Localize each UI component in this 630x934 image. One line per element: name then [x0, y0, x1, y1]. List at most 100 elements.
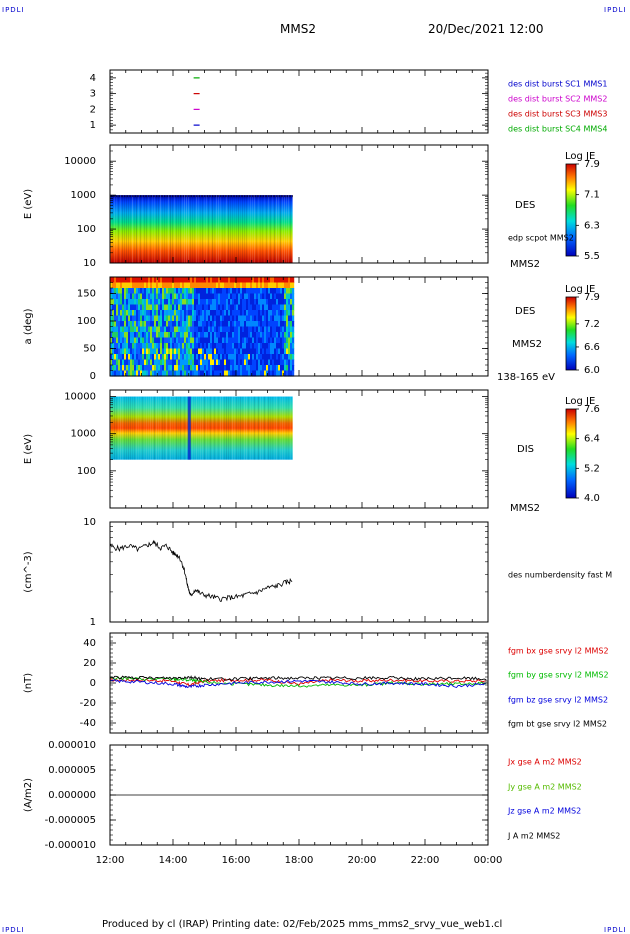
spectrogram-texture	[262, 195, 263, 263]
spectrogram-texture	[172, 195, 173, 263]
y-tick-label: 10	[83, 258, 96, 269]
spectrogram-texture	[278, 195, 279, 263]
spectrogram-texture	[234, 396, 235, 460]
panel-label-spacecraft: MMS2	[512, 339, 542, 350]
spectrogram-texture	[168, 195, 169, 263]
y-tick-label: 50	[83, 344, 96, 355]
spectrogram-texture	[254, 195, 255, 263]
y-tick-label: 4	[90, 73, 96, 84]
fgm-line	[109, 675, 487, 682]
spectrogram-texture	[146, 195, 147, 263]
spectrogram-texture	[216, 396, 217, 460]
y-tick-label: -0.000005	[45, 815, 96, 826]
spectrogram-texture	[182, 195, 183, 263]
spectrogram-texture	[212, 195, 213, 263]
spectrogram-texture	[274, 195, 275, 263]
colorbar-title: Log JE	[565, 396, 595, 407]
colorbar	[565, 296, 577, 371]
spectrogram-texture	[130, 396, 131, 460]
spectrogram-texture	[258, 195, 259, 263]
spectrogram-texture	[278, 396, 279, 460]
time-tick-label: 16:00	[222, 855, 251, 866]
y-tick-label: -0.000010	[45, 840, 96, 851]
spectrogram-texture	[170, 396, 171, 460]
spectrogram-texture	[222, 396, 223, 460]
spectrogram-texture	[248, 396, 249, 460]
spectrogram-texture	[126, 195, 127, 263]
spectrogram-texture	[172, 396, 173, 460]
spectrogram-texture	[226, 195, 227, 263]
y-tick-label: 10000	[64, 156, 96, 167]
spectrogram-texture	[186, 396, 187, 460]
spectrogram-texture	[116, 396, 117, 460]
legend-entry: fgm bz gse srvy l2 MMS2	[508, 696, 608, 705]
spectrogram-texture	[258, 396, 259, 460]
footer-credit: Produced by cl (IRAP) Printing date: 02/…	[102, 919, 503, 930]
spectrogram-texture	[256, 195, 257, 263]
spectrogram-texture	[184, 195, 185, 263]
spectrogram-texture	[158, 396, 159, 460]
spectrogram-texture	[178, 396, 179, 460]
spectrogram-texture	[182, 396, 183, 460]
spectrogram-texture	[286, 195, 287, 263]
spectrogram-texture	[218, 195, 219, 263]
spectrogram-texture	[174, 396, 175, 460]
spectrogram-texture	[272, 396, 273, 460]
panel-label-des: DES	[515, 306, 535, 317]
spectrogram-texture	[144, 396, 145, 460]
spectrogram-texture	[198, 195, 199, 263]
ipdli-top-right: IPDLI	[604, 6, 627, 14]
spectrogram-texture	[138, 396, 139, 460]
spectrogram-texture	[232, 195, 233, 263]
spectrogram-texture	[292, 195, 293, 263]
spectrogram-texture	[290, 396, 291, 460]
spectrogram-texture	[192, 396, 193, 460]
y-axis-label: a (deg)	[23, 308, 34, 344]
time-tick-label: 20:00	[348, 855, 377, 866]
spectrogram-texture	[158, 195, 159, 263]
colorbar-tick-label: 5.2	[584, 463, 600, 474]
spectrogram-texture	[246, 396, 247, 460]
legend-entry: fgm bx gse srvy l2 MMS2	[508, 647, 609, 656]
legend-entry: J A m2 MMS2	[507, 832, 560, 841]
spectrogram-texture	[208, 396, 209, 460]
spectrogram-texture	[214, 195, 215, 263]
panel-label-spacecraft: MMS2	[510, 503, 540, 514]
spectrogram-texture	[222, 195, 223, 263]
ipdli-bottom-left: IPDLI	[2, 926, 25, 934]
legend-entry: des dist burst SC2 MMS2	[508, 95, 607, 104]
legend-entry: des dist burst SC4 MMS4	[508, 125, 607, 134]
spectrogram-texture	[196, 396, 197, 460]
spectrogram-texture	[234, 195, 235, 263]
time-tick-label: 22:00	[411, 855, 440, 866]
y-tick-label: 3	[90, 89, 96, 100]
spectrogram-texture	[226, 396, 227, 460]
density-line	[109, 539, 293, 602]
spectrogram-texture	[162, 195, 163, 263]
spectrogram-texture	[144, 195, 145, 263]
spectrogram-texture	[236, 195, 237, 263]
spectrogram-texture	[162, 396, 163, 460]
spectrogram-dis-energy	[110, 396, 293, 460]
spectrogram-texture	[112, 396, 113, 460]
y-tick-label: 0	[90, 371, 96, 382]
spectrogram-texture	[228, 396, 229, 460]
colorbar-tick-label: 6.6	[584, 342, 600, 353]
spectrogram-texture	[280, 396, 281, 460]
spectrogram-texture	[238, 396, 239, 460]
colorbar	[565, 163, 577, 257]
spectrogram-texture	[156, 195, 157, 263]
y-tick-label: 0.000000	[48, 790, 96, 801]
spectrogram-texture	[290, 195, 291, 263]
spectrogram-texture	[186, 195, 187, 263]
spectrogram-texture	[206, 396, 207, 460]
spectrogram-texture	[236, 396, 237, 460]
y-axis-label: E (eV)	[23, 189, 34, 219]
spectrogram-texture	[176, 195, 177, 263]
spectrogram-texture	[276, 396, 277, 460]
y-tick-label: 20	[83, 658, 96, 669]
spectrogram-texture	[146, 396, 147, 460]
spectrogram-texture	[124, 195, 125, 263]
spectrogram-texture	[192, 195, 193, 263]
